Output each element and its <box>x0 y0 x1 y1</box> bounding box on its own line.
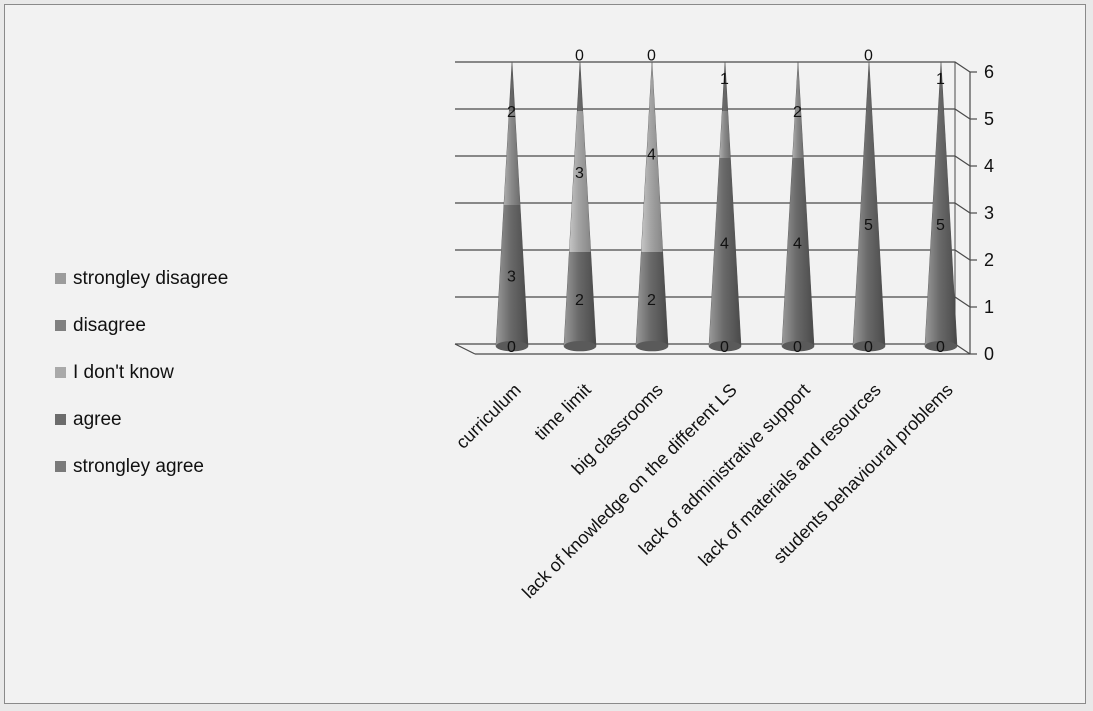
gridline <box>455 155 971 167</box>
legend-item: strongley disagree <box>55 255 228 302</box>
legend-label: disagree <box>73 314 146 336</box>
cone-base <box>496 341 528 351</box>
legend-item: agree <box>55 396 228 443</box>
cone-base <box>636 341 668 351</box>
legend-swatch <box>55 367 66 378</box>
data-label: 2 <box>647 292 656 309</box>
data-label: 0 <box>936 339 945 356</box>
cone-segment <box>496 205 528 346</box>
y-tick-label: 3 <box>984 203 994 223</box>
y-tick-label: 0 <box>984 344 994 364</box>
cone-bar <box>708 61 742 352</box>
data-label: 5 <box>936 217 945 234</box>
cone-segment <box>569 111 591 252</box>
floor-edge <box>454 343 476 355</box>
cone-segment <box>636 252 668 346</box>
data-label: 4 <box>720 236 729 253</box>
cone-segment <box>564 252 596 346</box>
legend-item: strongley agree <box>55 443 228 490</box>
cone-bar <box>781 61 815 352</box>
chart-frame: 0 3 2 2 3 0 2 4 0 0 4 1 0 4 2 0 5 0 0 5 1 curriculum time limi… <box>4 4 1086 704</box>
legend-label: strongley agree <box>73 455 204 477</box>
cone-bar <box>563 61 597 352</box>
data-label: 3 <box>507 269 516 286</box>
legend-swatch <box>55 273 66 284</box>
cone-base <box>925 341 957 351</box>
x-category-label: time limit <box>530 380 594 444</box>
cone-segment <box>925 111 957 346</box>
y-tick-label: 1 <box>984 297 994 317</box>
data-label: 4 <box>647 146 656 163</box>
cone-base <box>853 341 885 351</box>
legend-label: strongley disagree <box>73 267 229 289</box>
data-label: 3 <box>575 165 584 182</box>
cone-bar <box>495 61 529 352</box>
legend-label: I don't know <box>73 361 174 383</box>
data-label: 0 <box>864 48 873 65</box>
cone-layer <box>495 61 958 352</box>
cone-segment <box>641 64 663 252</box>
legend: strongley disagree disagree I don't know… <box>55 255 228 490</box>
cone-segment <box>792 64 804 158</box>
data-label: 0 <box>864 339 873 356</box>
gridline <box>455 249 971 261</box>
cone-bar <box>635 61 669 352</box>
x-category-label: curriculum <box>452 380 525 453</box>
y-tick-label: 4 <box>984 156 994 176</box>
gridline <box>455 108 971 120</box>
data-label: 1 <box>936 71 945 88</box>
y-tick-label: 2 <box>984 250 994 270</box>
y-tick-label: 6 <box>984 62 994 82</box>
cone-chart: 0 3 2 2 3 0 2 4 0 0 4 1 0 4 2 0 5 0 0 5 1 curriculum time limi… <box>452 48 994 603</box>
cone-segment <box>782 158 814 346</box>
data-label: 0 <box>507 339 516 356</box>
data-label: 0 <box>647 48 656 65</box>
data-label: 2 <box>575 292 584 309</box>
data-label: 0 <box>575 48 584 65</box>
legend-item: I don't know <box>55 349 228 396</box>
y-tick-label: 5 <box>984 109 994 129</box>
cone-base <box>782 341 814 351</box>
cone-segment <box>503 111 521 205</box>
cone-segment <box>719 111 731 158</box>
data-label: 1 <box>720 71 729 88</box>
cone-base <box>564 341 596 351</box>
data-label: 0 <box>720 339 729 356</box>
legend-label: agree <box>73 408 122 430</box>
data-label: 0 <box>793 339 802 356</box>
gridline <box>455 202 971 214</box>
cone-base <box>709 341 741 351</box>
data-label: 4 <box>793 236 802 253</box>
data-label: 5 <box>864 217 873 234</box>
axis-layer: 0 1 2 3 4 5 6 <box>954 62 994 364</box>
legend-item: disagree <box>55 302 228 349</box>
cone-bar <box>924 61 958 352</box>
cone-bar <box>852 61 886 352</box>
legend-swatch <box>55 461 66 472</box>
legend-swatch <box>55 414 66 425</box>
legend-swatch <box>55 320 66 331</box>
data-label: 2 <box>507 104 516 121</box>
cone-segment <box>853 111 885 346</box>
cone-segment <box>709 158 741 346</box>
data-label: 2 <box>793 104 802 121</box>
gridline <box>455 61 971 73</box>
